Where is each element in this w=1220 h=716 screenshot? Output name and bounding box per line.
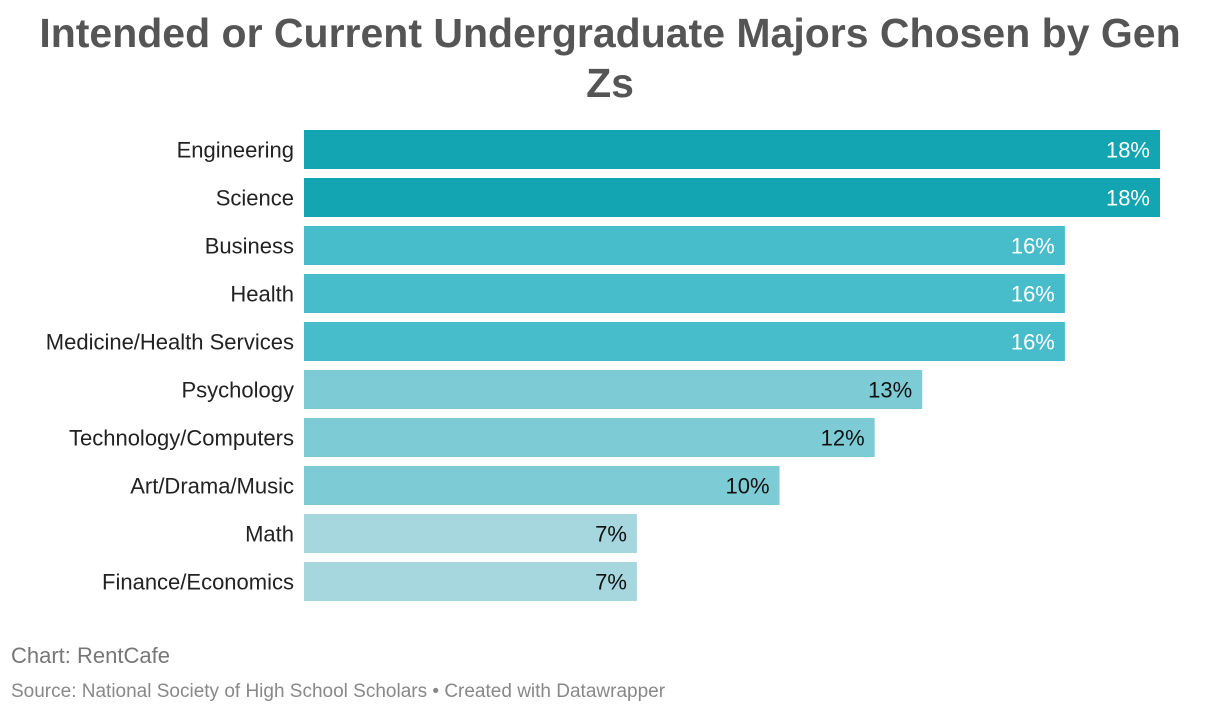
category-label: Math bbox=[245, 522, 294, 547]
value-label: 7% bbox=[595, 570, 627, 595]
source-note: Source: National Society of High School … bbox=[11, 681, 666, 702]
bar-row: Math 7% bbox=[245, 514, 637, 553]
category-label: Psychology bbox=[181, 378, 294, 403]
value-label: 16% bbox=[1011, 282, 1055, 307]
value-label: 16% bbox=[1011, 330, 1055, 355]
bar bbox=[304, 226, 1065, 265]
value-label: 10% bbox=[726, 474, 770, 499]
bar-row: Psychology 13% bbox=[181, 370, 923, 409]
value-label: 7% bbox=[595, 522, 627, 547]
bar-row: Science 18% bbox=[216, 178, 1160, 217]
bar bbox=[304, 130, 1160, 169]
bar bbox=[304, 466, 780, 505]
bar bbox=[304, 562, 637, 601]
bar-row: Technology/Computers 12% bbox=[69, 418, 875, 457]
bar-chart: Engineering 18% Science 18% Business 16% Healt… bbox=[0, 120, 1220, 620]
bar-row: Art/Drama/Music 10% bbox=[130, 466, 780, 505]
value-label: 12% bbox=[821, 426, 865, 451]
value-label: 16% bbox=[1011, 234, 1055, 259]
category-label: Science bbox=[216, 186, 294, 211]
bar-row: Health 16% bbox=[230, 274, 1065, 313]
bar bbox=[304, 370, 923, 409]
value-label: 13% bbox=[868, 378, 912, 403]
chart-credit: Chart: RentCafe bbox=[11, 643, 170, 668]
category-label: Finance/Economics bbox=[102, 570, 294, 595]
bar-chart-svg: Engineering 18%Science 18%Business 16%Healt… bbox=[46, 130, 1160, 601]
category-label: Art/Drama/Music bbox=[130, 474, 294, 499]
category-label: Medicine/Health Services bbox=[46, 330, 294, 355]
chart-title: Intended or Current Undergraduate Majors… bbox=[39, 10, 1181, 106]
bar bbox=[304, 274, 1065, 313]
category-label: Health bbox=[230, 282, 294, 307]
category-label: Technology/Computers bbox=[69, 426, 294, 451]
value-label: 18% bbox=[1106, 186, 1150, 211]
bar-row: Business 16% bbox=[205, 226, 1065, 265]
bar bbox=[304, 418, 875, 457]
bar-row: Medicine/Health Services 16% bbox=[46, 322, 1065, 361]
bar bbox=[304, 514, 637, 553]
bar-row: Engineering 18% bbox=[177, 130, 1160, 169]
value-label: 18% bbox=[1106, 138, 1150, 163]
bar bbox=[304, 322, 1065, 361]
bar-row: Finance/Economics 7% bbox=[102, 562, 637, 601]
category-label: Engineering bbox=[177, 138, 294, 163]
bar bbox=[304, 178, 1160, 217]
category-label: Business bbox=[205, 234, 294, 259]
